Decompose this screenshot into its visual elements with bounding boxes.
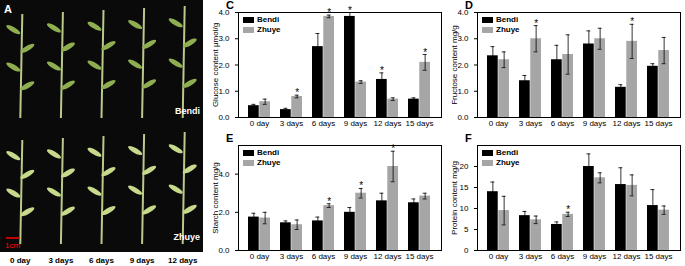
svg-text:3 days: 3 days: [48, 256, 73, 265]
svg-text:Fructose content mg/g: Fructose content mg/g: [450, 25, 459, 105]
svg-text:1cm: 1cm: [5, 241, 20, 250]
svg-text:12 days: 12 days: [373, 119, 401, 128]
svg-text:0 day: 0 day: [250, 119, 270, 128]
svg-text:0 day: 0 day: [250, 252, 270, 261]
svg-text:6 days: 6 days: [551, 252, 575, 261]
svg-text:2.0: 2.0: [218, 207, 230, 217]
svg-text:12 days: 12 days: [612, 119, 640, 128]
svg-text:*: *: [534, 18, 538, 29]
svg-text:Bendi: Bendi: [175, 106, 200, 116]
svg-text:*: *: [295, 87, 299, 98]
svg-text:3.0: 3.0: [457, 34, 469, 44]
svg-text:*: *: [423, 47, 427, 58]
html-text:Bendi: Bendi: [496, 15, 519, 24]
svg-text:A: A: [4, 3, 12, 15]
svg-text:*: *: [327, 196, 331, 207]
svg-text:9 days: 9 days: [130, 256, 155, 265]
svg-text:Zhuye: Zhuye: [173, 232, 200, 242]
svg-text:4.0: 4.0: [218, 8, 230, 18]
svg-text:5: 5: [464, 225, 469, 234]
svg-text:9 days: 9 days: [344, 252, 368, 261]
svg-text:10: 10: [460, 204, 469, 213]
svg-text:20: 20: [460, 162, 469, 171]
html-text:D: D: [465, 0, 473, 11]
svg-text:3 days: 3 days: [280, 252, 304, 261]
svg-text:*: *: [391, 143, 395, 154]
svg-text:0: 0: [464, 246, 469, 255]
svg-text:Starch content mg/g: Starch content mg/g: [211, 162, 220, 234]
svg-text:4.0: 4.0: [457, 8, 469, 18]
svg-text:6 days: 6 days: [89, 256, 114, 265]
svg-text:12 days: 12 days: [373, 252, 401, 261]
svg-text:4.0: 4.0: [218, 169, 230, 179]
svg-text:Glucose content μmol/g: Glucose content μmol/g: [211, 23, 220, 107]
svg-text:2.0: 2.0: [457, 60, 469, 70]
html-text:Zhuye: Zhuye: [496, 25, 520, 34]
svg-text:0.0: 0.0: [218, 113, 230, 122]
svg-text:3 days: 3 days: [280, 119, 304, 128]
svg-text:0.0: 0.0: [457, 113, 469, 122]
svg-text:9 days: 9 days: [583, 119, 607, 128]
svg-text:2.0: 2.0: [218, 60, 230, 70]
svg-text:15: 15: [460, 183, 469, 192]
svg-text:6 days: 6 days: [551, 119, 575, 128]
svg-text:1.0: 1.0: [218, 86, 230, 96]
svg-text:*: *: [348, 5, 352, 16]
html-text:Bendi: Bendi: [257, 148, 280, 157]
svg-text:9 days: 9 days: [583, 252, 607, 261]
html-text:C: C: [226, 0, 234, 11]
svg-text:1.0: 1.0: [457, 86, 469, 96]
svg-text:15 days: 15 days: [405, 252, 433, 261]
svg-text:9 days: 9 days: [344, 119, 368, 128]
svg-text:6 days: 6 days: [312, 252, 336, 261]
html-text:Zhuye: Zhuye: [257, 158, 281, 167]
svg-text:15 days: 15 days: [405, 119, 433, 128]
svg-text:15 days: 15 days: [644, 252, 672, 261]
html-text:Bendi: Bendi: [496, 148, 519, 157]
svg-text:12 days: 12 days: [168, 256, 198, 265]
html-text:Zhuye: Zhuye: [257, 25, 281, 34]
html-text:E: E: [226, 132, 234, 144]
svg-text:*: *: [359, 180, 363, 191]
svg-text:6 days: 6 days: [312, 119, 336, 128]
svg-text:15 days: 15 days: [644, 119, 672, 128]
svg-text:12 days: 12 days: [612, 252, 640, 261]
svg-text:*: *: [566, 204, 570, 215]
html-text:F: F: [465, 132, 472, 144]
svg-text:*: *: [630, 16, 634, 27]
svg-text:3 days: 3 days: [519, 252, 543, 261]
html-text:Bendi: Bendi: [257, 15, 280, 24]
svg-text:0 day: 0 day: [489, 119, 509, 128]
svg-text:3.0: 3.0: [218, 34, 230, 44]
html-text:Zhuye: Zhuye: [496, 158, 520, 167]
svg-text:0.0: 0.0: [218, 246, 230, 255]
svg-text:3 days: 3 days: [519, 119, 543, 128]
svg-text:0 day: 0 day: [10, 256, 31, 265]
svg-text:Protein content mg/g: Protein content mg/g: [450, 161, 459, 235]
svg-text:*: *: [380, 65, 384, 76]
svg-text:0 day: 0 day: [489, 252, 509, 261]
